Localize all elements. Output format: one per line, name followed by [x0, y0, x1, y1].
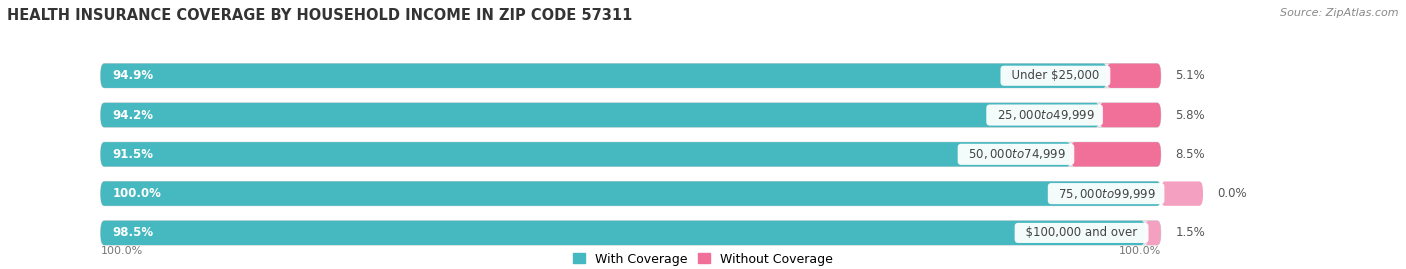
Text: 5.1%: 5.1%: [1175, 69, 1205, 82]
FancyBboxPatch shape: [101, 221, 1161, 245]
Text: HEALTH INSURANCE COVERAGE BY HOUSEHOLD INCOME IN ZIP CODE 57311: HEALTH INSURANCE COVERAGE BY HOUSEHOLD I…: [7, 8, 633, 23]
FancyBboxPatch shape: [1144, 221, 1161, 245]
Text: 1.5%: 1.5%: [1175, 226, 1205, 239]
Text: $25,000 to $49,999: $25,000 to $49,999: [990, 108, 1099, 122]
FancyBboxPatch shape: [101, 181, 1161, 206]
FancyBboxPatch shape: [101, 142, 1071, 167]
FancyBboxPatch shape: [101, 181, 1161, 206]
Text: $50,000 to $74,999: $50,000 to $74,999: [962, 147, 1071, 161]
FancyBboxPatch shape: [101, 142, 1161, 167]
Text: Under $25,000: Under $25,000: [1004, 69, 1107, 82]
Text: 94.2%: 94.2%: [112, 108, 153, 122]
Text: 8.5%: 8.5%: [1175, 148, 1205, 161]
Text: 91.5%: 91.5%: [112, 148, 153, 161]
FancyBboxPatch shape: [1161, 181, 1204, 206]
Text: 0.0%: 0.0%: [1218, 187, 1247, 200]
FancyBboxPatch shape: [1071, 142, 1161, 167]
Text: 100.0%: 100.0%: [112, 187, 162, 200]
FancyBboxPatch shape: [1107, 63, 1161, 88]
Text: 5.8%: 5.8%: [1175, 108, 1205, 122]
Text: 100.0%: 100.0%: [101, 246, 143, 256]
Legend: With Coverage, Without Coverage: With Coverage, Without Coverage: [572, 253, 834, 266]
Text: Source: ZipAtlas.com: Source: ZipAtlas.com: [1281, 8, 1399, 18]
Text: $100,000 and over: $100,000 and over: [1018, 226, 1144, 239]
FancyBboxPatch shape: [1099, 103, 1161, 127]
Text: $75,000 to $99,999: $75,000 to $99,999: [1052, 187, 1161, 201]
FancyBboxPatch shape: [101, 103, 1161, 127]
FancyBboxPatch shape: [101, 63, 1161, 88]
Text: 100.0%: 100.0%: [1119, 246, 1161, 256]
FancyBboxPatch shape: [101, 221, 1144, 245]
FancyBboxPatch shape: [101, 63, 1107, 88]
Text: 98.5%: 98.5%: [112, 226, 153, 239]
Text: 94.9%: 94.9%: [112, 69, 153, 82]
FancyBboxPatch shape: [101, 103, 1099, 127]
